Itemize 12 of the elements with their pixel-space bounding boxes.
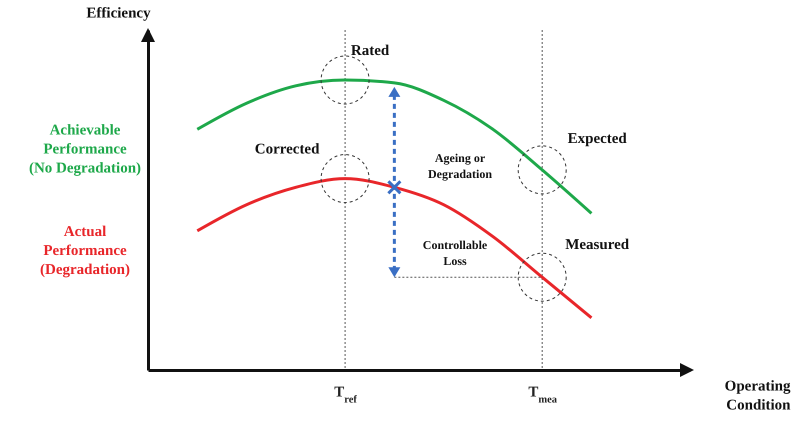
text: Achievable Performance (No Degradation)	[28, 122, 142, 176]
annotation: Corrected	[254, 142, 320, 158]
annotation: Controllable Loss	[422, 238, 488, 268]
annotation: Measured	[565, 237, 630, 254]
text: Actual Performance (Degradation)	[40, 224, 130, 278]
y-axis-title: Efficiency	[86, 6, 152, 22]
x-tick-label: T$_{ref}$	[334, 384, 358, 405]
x-axis-title: Operating Condition	[724, 378, 792, 414]
annotation: Rated	[350, 43, 390, 59]
annotation: Expected	[568, 130, 628, 147]
x-tick-label: T$_{mea}$	[528, 384, 558, 405]
annotation: Ageing or Degradation	[428, 151, 492, 181]
